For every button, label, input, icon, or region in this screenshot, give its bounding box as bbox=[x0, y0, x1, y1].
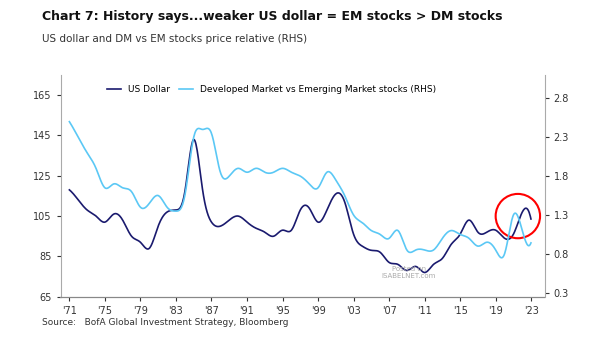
Line: Developed Market vs Emerging Market stocks (RHS): Developed Market vs Emerging Market stoc… bbox=[70, 122, 531, 258]
US Dollar bbox=[321, 213, 328, 218]
Developed Market vs Emerging Market stocks (RHS) bbox=[517, 222, 524, 226]
Developed Market vs Emerging Market stocks (RHS) bbox=[66, 120, 73, 124]
US Dollar bbox=[528, 217, 535, 221]
US Dollar bbox=[371, 249, 378, 253]
Developed Market vs Emerging Market stocks (RHS) bbox=[377, 233, 384, 237]
US Dollar bbox=[66, 188, 73, 192]
Text: Chart 7: History says...weaker US dollar = EM stocks > DM stocks: Chart 7: History says...weaker US dollar… bbox=[42, 10, 503, 23]
US Dollar bbox=[408, 266, 416, 270]
US Dollar bbox=[517, 213, 525, 217]
Developed Market vs Emerging Market stocks (RHS) bbox=[488, 242, 495, 246]
Line: US Dollar: US Dollar bbox=[70, 139, 531, 272]
US Dollar bbox=[421, 270, 428, 275]
Text: Posted on
ISABELNET.com: Posted on ISABELNET.com bbox=[382, 266, 436, 279]
Text: Source:   BofA Global Investment Strategy, Bloomberg: Source: BofA Global Investment Strategy,… bbox=[42, 318, 289, 327]
Developed Market vs Emerging Market stocks (RHS) bbox=[370, 230, 378, 234]
Developed Market vs Emerging Market stocks (RHS) bbox=[498, 256, 505, 260]
Legend: US Dollar, Developed Market vs Emerging Market stocks (RHS): US Dollar, Developed Market vs Emerging … bbox=[103, 82, 440, 98]
US Dollar bbox=[489, 228, 496, 232]
Developed Market vs Emerging Market stocks (RHS) bbox=[320, 175, 327, 179]
US Dollar bbox=[378, 251, 385, 255]
Text: US dollar and DM vs EM stocks price relative (RHS): US dollar and DM vs EM stocks price rela… bbox=[42, 34, 307, 44]
Developed Market vs Emerging Market stocks (RHS) bbox=[528, 241, 535, 245]
US Dollar bbox=[190, 137, 197, 142]
Developed Market vs Emerging Market stocks (RHS) bbox=[408, 250, 415, 254]
